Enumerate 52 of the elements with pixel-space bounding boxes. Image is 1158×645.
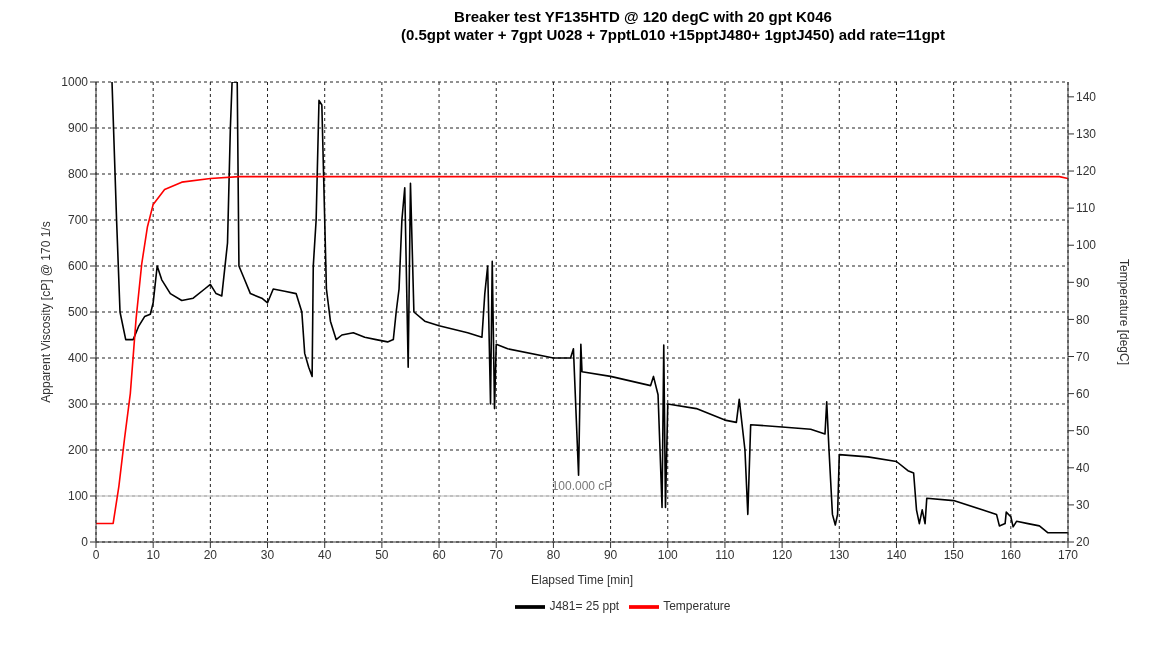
y-tick-label: 100 [67,489,89,504]
chart-subtitle: (0.5gpt water + 7gpt U028 + 7pptL010 +15pptJ480+ 1gptJ450) add rate=11gpt [400,26,946,44]
x-tick-label: 90 [603,547,618,562]
y-tick-label: 500 [67,305,89,320]
y-axis-title: Apparent Viscosity [cP] @ 170 1/s [39,221,54,403]
y2-tick-label: 100 [1076,238,1097,253]
x-tick-label: 120 [772,547,793,562]
x-tick-label: 50 [375,547,389,562]
y2-tick-label: 30 [1076,498,1090,513]
x-tick-label: 20 [203,547,218,562]
ref-line-label: 100.000 cP [551,479,613,494]
x-tick-label: 160 [1000,547,1022,562]
y-tick-label: 900 [67,121,89,136]
y2-tick-label: 70 [1076,349,1090,364]
y-tick-label: 300 [67,397,89,412]
y-tick-label: 0 [81,535,89,550]
x-tick-label: 60 [432,547,447,562]
x-tick-label: 30 [260,547,275,562]
y2-tick-label: 90 [1076,275,1090,290]
y2-tick-label: 40 [1076,461,1090,476]
x-axis-title: Elapsed Time [min] [530,573,634,587]
y2-tick-label: 80 [1076,312,1090,327]
y-tick-label: 700 [67,213,89,228]
y2-axis-title: Temperature [degC] [1116,258,1131,366]
y2-tick-label: 50 [1076,423,1090,438]
x-tick-label: 10 [146,547,161,562]
y2-tick-label: 140 [1076,90,1097,105]
y2-tick-label: 110 [1076,201,1096,216]
legend-label: J481= 25 ppt [549,599,620,614]
x-tick-label: 40 [318,547,332,562]
legend-label: Temperature [663,599,731,614]
y-tick-label: 400 [67,351,89,366]
y-tick-label: 200 [67,443,89,458]
y2-tick-label: 20 [1076,535,1090,550]
y2-tick-label: 120 [1076,164,1097,179]
y-tick-label: 1000 [61,75,89,90]
x-tick-label: 100 [657,547,679,562]
y-tick-label: 800 [67,167,89,182]
x-tick-label: 130 [829,547,850,562]
x-tick-label: 70 [489,547,504,562]
x-tick-label: 150 [943,547,964,562]
line-series [111,82,1068,534]
y-tick-label: 600 [67,259,89,274]
x-tick-label: 80 [546,547,561,562]
x-tick-label: 170 [1057,547,1079,562]
chart-title: Breaker test YF135HTD @ 120 degC with 20 gpt K046 [453,8,833,26]
y2-tick-label: 130 [1076,127,1097,142]
y2-tick-label: 60 [1076,386,1090,401]
x-tick-label: 0 [92,547,100,562]
line-series [96,175,1068,525]
x-tick-label: 140 [886,547,907,562]
x-tick-label: 110 [715,547,735,562]
